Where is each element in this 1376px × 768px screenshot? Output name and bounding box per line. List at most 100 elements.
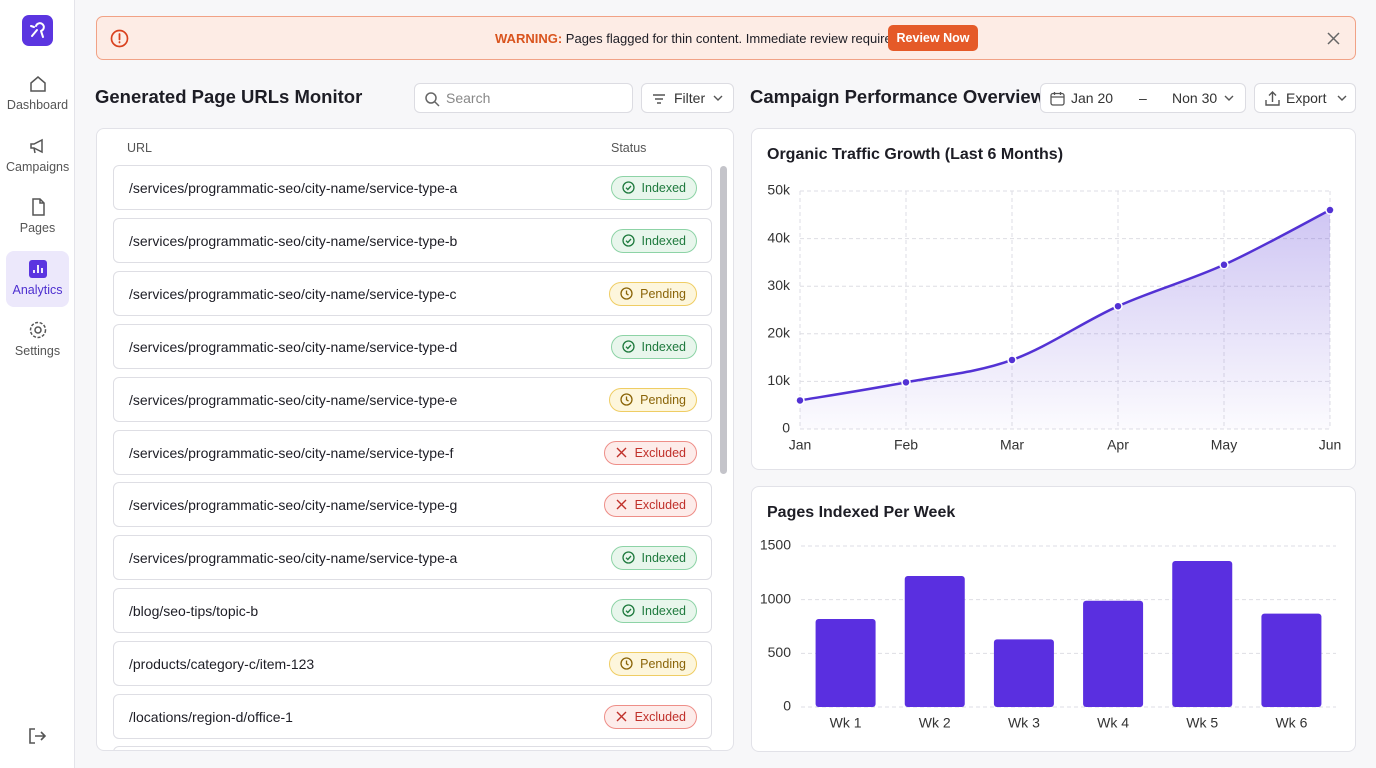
status-badge: Indexed — [610, 546, 697, 571]
date-to: Non 30 — [1172, 90, 1218, 106]
pages-chart: Pages Indexed Per Week 0 500 1000 1500 Wk 1 Wk… — [751, 486, 1356, 752]
url-row[interactable]: /blog/seo-tips/topic-b Indexed — [113, 588, 712, 634]
status-badge: Indexed — [610, 228, 697, 253]
url-row[interactable]: /services/programmatic-seo/city-name/ser… — [113, 165, 712, 210]
status-badge: Excluded — [603, 705, 697, 729]
nav-item[interactable]: Analytics — [6, 250, 69, 307]
status-label: Indexed — [641, 604, 686, 619]
nav-label: Pages — [19, 221, 56, 235]
status-label: Indexed — [641, 181, 686, 195]
search-placeholder: Search — [446, 90, 491, 106]
x-tick-label: May — [1211, 437, 1237, 453]
y-tick-label: 1500 — [760, 537, 791, 553]
nav-label: Campaigns — [6, 159, 70, 174]
line-point — [1219, 260, 1229, 270]
url-row[interactable]: /services/programmatic-seo/city-name/ser… — [113, 323, 712, 369]
x-tick-label: Wk 3 — [1008, 715, 1040, 731]
nav-item[interactable]: Settings — [6, 312, 69, 368]
bar — [904, 576, 965, 707]
close-icon[interactable] — [1327, 32, 1340, 45]
line — [799, 208, 1331, 402]
review-button[interactable]: Review Now — [888, 25, 978, 51]
nav-label: Settings — [14, 344, 61, 358]
y-tick-label: 0 — [782, 420, 790, 436]
status-badge: Pending — [609, 281, 697, 306]
url-row[interactable]: /services/programmatic-seo/city-name/ser… — [113, 217, 712, 263]
overview-title: Campaign Performance Overview — [750, 86, 1046, 107]
status-badge: Indexed — [610, 334, 697, 359]
status-badge: Excluded — [603, 493, 697, 518]
bar — [1172, 561, 1233, 707]
url-row[interactable]: /services/programmatic-seo/city-name/ser… — [113, 270, 712, 316]
y-tick-label: 500 — [768, 644, 792, 660]
url-row[interactable]: /products/category-c/item-123 Pending — [113, 641, 712, 687]
url-text: /services/programmatic-seo/city-name/ser… — [129, 285, 457, 302]
x-tick-label: Wk 1 — [830, 715, 862, 731]
warning-label: WARNING: — [495, 31, 563, 46]
nav-item[interactable]: Campaigns — [6, 128, 69, 184]
status-badge: Pending — [609, 387, 697, 412]
logout-icon[interactable] — [27, 726, 47, 746]
warning-icon — [110, 29, 129, 48]
y-tick-label: 10k — [767, 372, 791, 388]
url-row[interactable]: /locations/region-d/office-1 Excluded — [113, 694, 712, 739]
url-text: /services/programmatic-seo/city-name/ser… — [129, 550, 458, 567]
x-tick-label: Jun — [1319, 437, 1342, 453]
column-header: URL — [127, 141, 153, 155]
url-text: /products/category-c/item-123 — [129, 656, 315, 673]
y-tick-label: 30k — [767, 277, 791, 293]
url-row[interactable]: /services/programmatic-seo/city-name/ser… — [113, 535, 712, 581]
search-box[interactable]: Search — [414, 83, 633, 113]
line-point — [1007, 355, 1017, 365]
status-badge: Pending — [609, 652, 697, 677]
status-badge: Excluded — [603, 440, 697, 465]
filter-button[interactable]: Filter — [641, 83, 734, 113]
warning-banner: WARNING: Pages flagged for thin content.… — [96, 16, 1356, 60]
date-separator: – — [1139, 90, 1147, 106]
row-partial — [113, 746, 712, 750]
url-text: /locations/region-d/office-1 — [129, 709, 293, 725]
line-point — [795, 395, 805, 406]
x-tick-label: Wk 4 — [1097, 715, 1129, 731]
status-label: Indexed — [641, 551, 686, 566]
url-text: /services/programmatic-seo/city-name/ser… — [129, 444, 454, 461]
x-tick-label: Apr — [1107, 437, 1129, 453]
url-text: /services/programmatic-seo/city-name/ser… — [129, 232, 458, 249]
line-point — [901, 377, 911, 388]
status-badge: Indexed — [610, 176, 697, 200]
line-area — [800, 210, 1330, 429]
date-range[interactable]: Jan 20 – Non 30 — [1040, 83, 1246, 113]
x-tick-label: Wk 2 — [919, 715, 951, 731]
filter-label: Filter — [674, 90, 706, 106]
x-tick-label: Feb — [894, 437, 918, 453]
url-row[interactable]: /services/programmatic-seo/city-name/ser… — [113, 482, 712, 528]
nav-item[interactable]: Pages — [6, 189, 69, 245]
status-label: Pending — [640, 657, 686, 672]
status-label: Indexed — [641, 233, 686, 248]
bar — [1083, 600, 1144, 707]
status-label: Excluded — [634, 498, 686, 513]
url-row[interactable]: /services/programmatic-seo/city-name/ser… — [113, 376, 712, 422]
url-text: /services/programmatic-seo/city-name/ser… — [129, 338, 458, 355]
nav-item[interactable]: Dashboard — [6, 66, 69, 122]
url-row[interactable]: /services/programmatic-seo/city-name/ser… — [113, 429, 712, 475]
export-button[interactable]: Export — [1254, 83, 1356, 113]
url-table: URL Status /services/programmatic-seo/ci… — [96, 128, 734, 751]
line-point — [1325, 205, 1335, 215]
column-header: Status — [611, 141, 647, 155]
y-tick-label: 0 — [783, 698, 791, 714]
warning-message: Pages flagged for thin content. Immediat… — [565, 31, 903, 46]
chart-title: Organic Traffic Growth (Last 6 Months) — [767, 146, 1063, 163]
scrollbar[interactable] — [720, 166, 727, 474]
date-from: Jan 20 — [1071, 90, 1114, 106]
nav-label: Dashboard — [6, 98, 69, 112]
status-label: Pending — [640, 392, 686, 407]
y-tick-label: 1000 — [760, 590, 791, 606]
url-text: /blog/seo-tips/topic-b — [129, 603, 259, 620]
logo[interactable] — [22, 15, 53, 46]
status-label: Indexed — [641, 339, 686, 354]
traffic-chart: Organic Traffic Growth (Last 6 Months) 0 1… — [751, 128, 1356, 470]
line-point — [1113, 301, 1123, 311]
status-label: Excluded — [634, 445, 686, 460]
